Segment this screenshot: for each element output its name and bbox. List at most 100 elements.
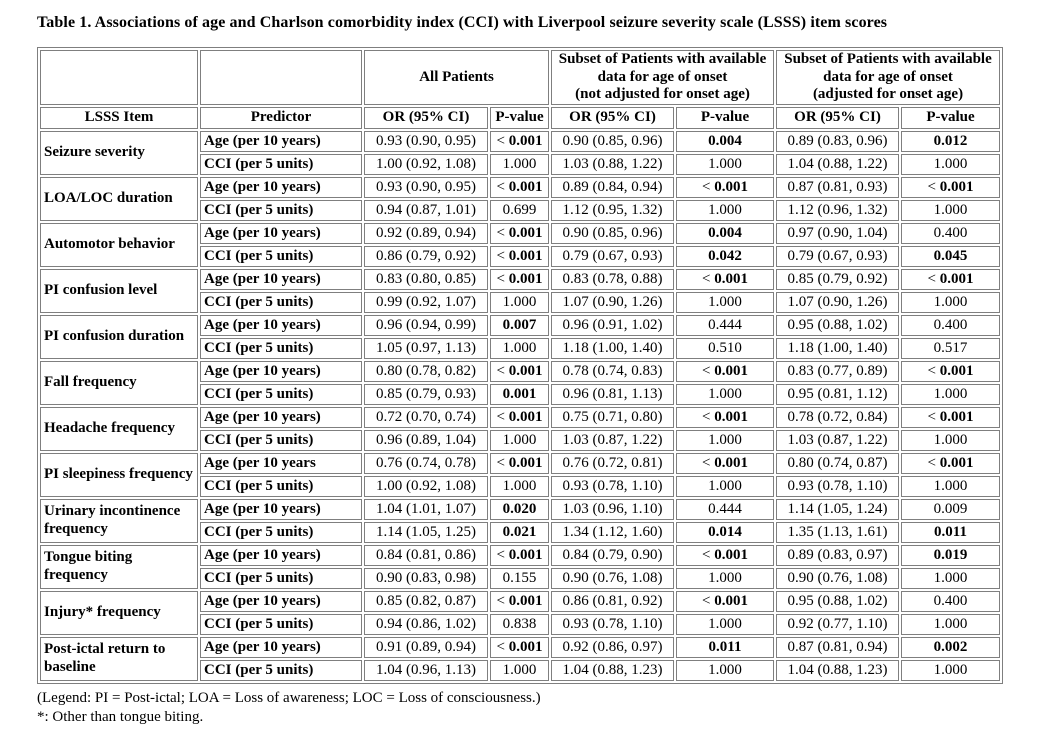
p-value-cell: < 0.001 <box>901 453 1000 475</box>
or-ci-cell: 0.93 (0.90, 0.95) <box>364 177 488 199</box>
or-ci-cell: 1.04 (0.96, 1.13) <box>364 660 488 682</box>
p-value-cell: 0.019 <box>901 545 1000 567</box>
table-row: CCI (per 5 units) 1.00 (0.92, 1.08) 1.000 1… <box>40 154 1000 176</box>
p-value-cell: 0.021 <box>490 522 549 544</box>
or-ci-cell: 0.80 (0.78, 0.82) <box>364 361 488 383</box>
p-value-cell: 0.400 <box>901 315 1000 337</box>
p-value-cell: 0.012 <box>901 131 1000 153</box>
p-value-cell: 0.020 <box>490 499 549 521</box>
table-row: Fall frequency Age (per 10 years) 0.80 (0.… <box>40 361 1000 406</box>
less-than-sign: < <box>927 362 940 379</box>
or-ci-cell: 1.12 (0.95, 1.32) <box>551 200 674 222</box>
or-ci-cell: 0.85 (0.79, 0.93) <box>364 384 488 406</box>
p-value-cell: 0.001 <box>490 384 549 406</box>
lsss-item-cell: Urinary incontinence frequency <box>40 499 198 544</box>
p-value-cell: 1.000 <box>490 338 549 360</box>
less-than-sign: < <box>496 454 509 471</box>
or-ci-cell: 0.93 (0.78, 1.10) <box>776 476 899 498</box>
p-value-cell: 1.000 <box>490 476 549 498</box>
p-value-cell: 1.000 <box>901 154 1000 176</box>
p-value-cell: < 0.001 <box>676 361 774 383</box>
or-ci-cell: 1.04 (0.88, 1.23) <box>551 660 674 682</box>
predictor-cell: CCI (per 5 units) <box>200 200 362 222</box>
p-value-cell: 0.444 <box>676 315 774 337</box>
p-value-cell: 1.000 <box>490 292 549 314</box>
table-row: PI sleepiness frequency Age (per 10 years… <box>40 453 1000 498</box>
or-ci-cell: 1.18 (1.00, 1.40) <box>776 338 899 360</box>
or-ci-cell: 1.18 (1.00, 1.40) <box>551 338 674 360</box>
p-value-cell: 0.011 <box>676 637 774 659</box>
predictor-cell: CCI (per 5 units) <box>200 660 362 682</box>
or-ci-cell: 0.83 (0.77, 0.89) <box>776 361 899 383</box>
or-ci-cell: 1.14 (1.05, 1.25) <box>364 522 488 544</box>
p-value-cell: < 0.001 <box>676 177 774 199</box>
table-row: Tongue biting frequency Age (per 10 years… <box>40 545 1000 590</box>
p-value-cell: < 0.001 <box>676 453 774 475</box>
p-value-cell: 0.517 <box>901 338 1000 360</box>
p-value-cell: < 0.001 <box>901 407 1000 429</box>
predictor-cell: CCI (per 5 units) <box>200 246 362 268</box>
predictor-cell: CCI (per 5 units) <box>200 338 362 360</box>
p-value-cell: < 0.001 <box>676 545 774 567</box>
column-header-cell: LSSS Item <box>40 107 198 130</box>
less-than-sign: < <box>496 638 509 655</box>
or-ci-cell: 0.96 (0.81, 1.13) <box>551 384 674 406</box>
or-ci-cell: 0.72 (0.70, 0.74) <box>364 407 488 429</box>
table-row: LOA/LOC duration Age (per 10 years) 0.93 (… <box>40 177 1000 222</box>
or-ci-cell: 1.03 (0.88, 1.22) <box>551 154 674 176</box>
p-value-cell: 1.000 <box>676 660 774 682</box>
p-value-cell: 1.000 <box>676 568 774 590</box>
less-than-sign: < <box>496 546 509 563</box>
group-header-cell: Subset of Patients with available data f… <box>551 50 774 106</box>
empty-header-cell <box>40 50 198 106</box>
lsss-item-cell: Automotor behavior <box>40 223 198 268</box>
or-ci-cell: 0.84 (0.81, 0.86) <box>364 545 488 567</box>
p-value-cell: 1.000 <box>676 154 774 176</box>
table-row: Seizure severity Age (per 10 years) 0.93 (… <box>40 131 1000 176</box>
results-table: All Patients Subset of Patients with avai… <box>37 47 1003 685</box>
table-row: Automotor behavior Age (per 10 years) 0.92… <box>40 223 1000 268</box>
predictor-cell: CCI (per 5 units) <box>200 384 362 406</box>
predictor-cell: Age (per 10 years) <box>200 315 362 337</box>
or-ci-cell: 1.03 (0.96, 1.10) <box>551 499 674 521</box>
p-value-cell: < 0.001 <box>490 131 549 153</box>
less-than-sign: < <box>927 270 940 287</box>
p-value-cell: 1.000 <box>901 476 1000 498</box>
or-ci-cell: 0.79 (0.67, 0.93) <box>551 246 674 268</box>
p-value-cell: 0.014 <box>676 522 774 544</box>
predictor-cell: Age (per 10 years) <box>200 223 362 245</box>
or-ci-cell: 1.07 (0.90, 1.26) <box>776 292 899 314</box>
table-row: CCI (per 5 units) 0.94 (0.87, 1.01) 0.699 1… <box>40 200 1000 222</box>
p-value-cell: 1.000 <box>901 430 1000 452</box>
p-value-cell: 1.000 <box>901 292 1000 314</box>
less-than-sign: < <box>702 454 715 471</box>
p-value-cell: 0.004 <box>676 131 774 153</box>
table-row: CCI (per 5 units) 0.86 (0.79, 0.92) < 0.00… <box>40 246 1000 268</box>
lsss-item-cell: Post-ictal return to baseline <box>40 637 198 682</box>
or-ci-cell: 0.90 (0.76, 1.08) <box>776 568 899 590</box>
predictor-cell: CCI (per 5 units) <box>200 154 362 176</box>
or-ci-cell: 1.07 (0.90, 1.26) <box>551 292 674 314</box>
table-row: CCI (per 5 units) 1.05 (0.97, 1.13) 1.000 1… <box>40 338 1000 360</box>
column-header-cell: OR (95% CI) <box>551 107 674 130</box>
predictor-cell: Age (per 10 years <box>200 453 362 475</box>
predictor-cell: Age (per 10 years) <box>200 545 362 567</box>
or-ci-cell: 0.87 (0.81, 0.93) <box>776 177 899 199</box>
less-than-sign: < <box>496 224 509 241</box>
table-row: Headache frequency Age (per 10 years) 0.72… <box>40 407 1000 452</box>
p-value-cell: < 0.001 <box>490 177 549 199</box>
p-value-cell: < 0.001 <box>676 407 774 429</box>
table-row: CCI (per 5 units) 1.14 (1.05, 1.25) 0.021 1… <box>40 522 1000 544</box>
or-ci-cell: 0.93 (0.78, 1.10) <box>551 614 674 636</box>
p-value-cell: < 0.001 <box>490 246 549 268</box>
predictor-cell: Age (per 10 years) <box>200 177 362 199</box>
or-ci-cell: 0.76 (0.74, 0.78) <box>364 453 488 475</box>
predictor-cell: CCI (per 5 units) <box>200 614 362 636</box>
lsss-item-cell: Injury* frequency <box>40 591 198 636</box>
or-ci-cell: 0.89 (0.84, 0.94) <box>551 177 674 199</box>
lsss-item-cell: Seizure severity <box>40 131 198 176</box>
or-ci-cell: 0.85 (0.82, 0.87) <box>364 591 488 613</box>
less-than-sign: < <box>496 592 509 609</box>
legend-line-1: (Legend: PI = Post-ictal; LOA = Loss of … <box>37 690 541 707</box>
